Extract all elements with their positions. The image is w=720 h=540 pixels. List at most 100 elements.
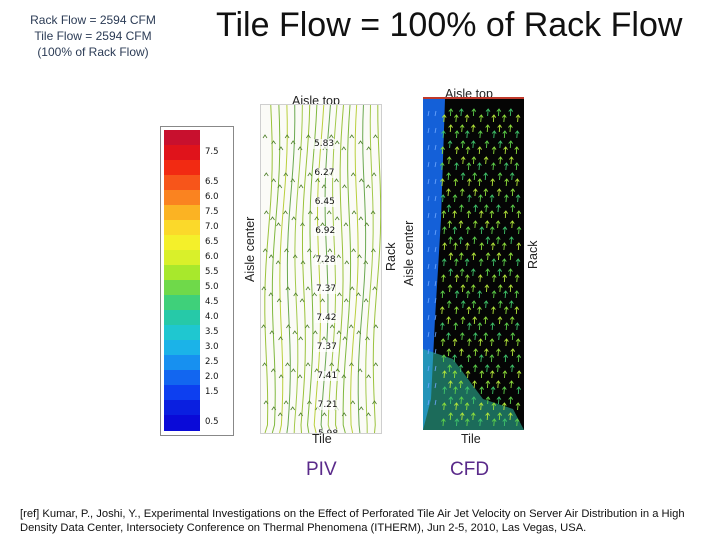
piv-arrow (298, 336, 304, 341)
cfd-vector (491, 130, 497, 139)
cfd-vector (514, 146, 520, 155)
colorbar-swatch (164, 310, 200, 326)
cfd-vector (448, 108, 454, 117)
piv-arrow (285, 286, 291, 291)
cfd-vector (446, 332, 451, 341)
colorbar-swatch (164, 325, 200, 341)
cfd-vector (472, 236, 477, 245)
cfd-vector (427, 314, 430, 321)
piv-streamline (307, 105, 318, 433)
piv-arrow (358, 216, 364, 221)
cfd-vector (427, 178, 430, 185)
cfd-vector (496, 252, 502, 261)
cfd-vector (484, 364, 490, 373)
colorbar-swatch (164, 235, 200, 251)
colorbar-swatches (164, 130, 200, 431)
cfd-vector (442, 242, 447, 251)
piv-arrow (337, 292, 342, 297)
cfd-vector (470, 140, 476, 149)
cfd-vector (483, 300, 489, 309)
cfd-vector (427, 110, 430, 117)
cfd-vector (440, 338, 446, 347)
cfd-vector (478, 402, 484, 411)
cfd-vector (501, 242, 507, 251)
piv-arrow (320, 298, 325, 303)
piv-arrow (370, 210, 376, 215)
colorbar-tick-label: 0.5 (205, 416, 219, 427)
colorbar-swatch (164, 250, 200, 266)
cfd-vector (464, 418, 470, 427)
cfd-vector (446, 188, 451, 197)
piv-arrow (268, 254, 274, 259)
cfd-vector (489, 226, 495, 235)
colorbar-tick-label: 3.0 (205, 341, 219, 352)
cfd-vector (464, 402, 470, 411)
colorbar-tick-label: 7.5 (205, 206, 219, 217)
piv-arrow (364, 222, 370, 227)
piv-arrow (277, 184, 283, 189)
cfd-vector (440, 178, 445, 187)
cfd-vector (479, 370, 485, 379)
cfd-vector (491, 274, 497, 283)
piv-velocity-field: 5.83 6.27 6.45 6.92 7.28 7.37 7.42 7.37 7.41 7.21… (260, 104, 382, 434)
piv-arrow (326, 210, 332, 215)
cfd-vector (484, 220, 490, 229)
cfd-vector (484, 140, 490, 149)
cfd-vector (509, 236, 514, 245)
piv-arrow (373, 362, 379, 367)
piv-arrow (297, 146, 303, 151)
piv-tile-label: Tile (312, 432, 332, 446)
cfd-vector (473, 332, 478, 341)
cfd-vector (441, 130, 446, 139)
piv-arrow (336, 254, 341, 259)
cfd-vector (427, 195, 430, 202)
piv-arrow (278, 146, 284, 151)
piv-arrow (334, 178, 339, 183)
piv-velocity-value: 6.45 (313, 197, 336, 207)
cfd-vector (471, 156, 477, 165)
reference-citation: [ref] Kumar, P., Joshi, Y., Experimental… (20, 508, 685, 534)
cfd-vector (446, 204, 452, 213)
piv-streamline (286, 105, 296, 433)
piv-arrow (363, 298, 369, 303)
cfd-vector (508, 412, 513, 421)
piv-rack-label: Rack (384, 242, 398, 271)
colorbar-swatch (164, 400, 200, 416)
piv-velocity-value: 7.37 (315, 342, 338, 352)
piv-method-label: PIV (306, 459, 337, 480)
piv-streamline (357, 105, 367, 433)
cfd-vector (459, 332, 465, 341)
piv-arrow (329, 324, 335, 329)
cfd-vector (514, 178, 520, 187)
piv-arrow (314, 216, 320, 221)
piv-streamline (350, 105, 359, 433)
cfd-vector (473, 204, 478, 213)
piv-arrow (373, 134, 378, 139)
cfd-vector (478, 338, 483, 347)
cfd-vector (483, 172, 488, 181)
cfd-vector (501, 402, 507, 411)
cfd-vector (427, 297, 430, 304)
colorbar-swatch (164, 415, 200, 431)
colorbar-tick-label: 7.0 (205, 221, 219, 232)
cfd-vector (510, 348, 516, 357)
piv-arrow (293, 292, 299, 297)
piv-arrow (306, 134, 311, 139)
cfd-vector (459, 412, 465, 421)
cfd-vector (491, 146, 497, 155)
piv-arrow (291, 368, 296, 373)
piv-arrow (307, 248, 312, 253)
cfd-vector (502, 370, 508, 379)
cfd-vector (427, 229, 430, 236)
cfd-vector (477, 274, 483, 283)
cfd-vector (478, 258, 484, 267)
cfd-vector (427, 246, 430, 253)
cfd-vector (478, 354, 484, 363)
cfd-vector (459, 396, 464, 405)
cfd-vector (458, 364, 464, 373)
colorbar-swatch (164, 205, 200, 221)
piv-velocity-value: 7.41 (316, 371, 339, 381)
piv-arrow (344, 260, 350, 265)
cfd-vector (460, 172, 466, 181)
cfd-vector (471, 300, 477, 309)
